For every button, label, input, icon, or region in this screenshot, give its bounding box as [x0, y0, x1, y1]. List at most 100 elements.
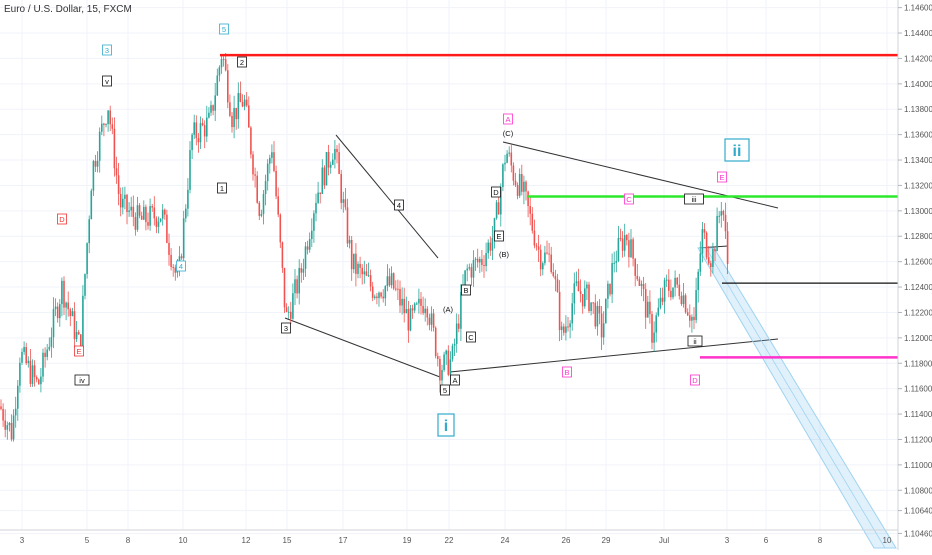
candle-body: [27, 360, 30, 364]
candle-body: [665, 279, 668, 281]
candle-body: [33, 365, 36, 378]
candle-body: [124, 194, 126, 199]
candle-body: [544, 252, 546, 264]
wave-label: 5: [222, 25, 226, 34]
candle-body: [661, 297, 664, 302]
candle-body: [275, 170, 277, 197]
candle-body: [657, 307, 660, 316]
candle-body: [701, 229, 704, 254]
candle-body: [212, 105, 214, 111]
candle-body: [130, 206, 132, 211]
candle-body: [132, 206, 135, 218]
candle-body: [386, 276, 389, 287]
wave-label: 5: [443, 386, 447, 395]
candle-body: [216, 75, 219, 96]
candle-body: [61, 280, 63, 305]
wave-label-box: [624, 193, 634, 205]
candle-body: [250, 127, 252, 155]
candle-body: [355, 253, 357, 274]
candle-body: [8, 422, 11, 426]
wave-label: iii: [692, 195, 697, 204]
candle-body: [218, 67, 221, 76]
candle-body: [69, 309, 72, 317]
candle-body: [367, 275, 370, 277]
y-tick-label: 1.11000: [904, 461, 932, 470]
candle-body: [621, 238, 624, 251]
candle-body: [615, 260, 618, 263]
wave-label: iv: [79, 376, 85, 385]
wave-label: E: [496, 232, 501, 241]
candle-body: [516, 185, 519, 196]
candle-body: [271, 152, 273, 158]
candle-body: [726, 231, 729, 264]
y-tick-label: 1.11200: [904, 435, 932, 444]
y-tick-label: 1.14000: [904, 80, 932, 89]
candle-body: [672, 287, 674, 298]
candle-body: [359, 263, 361, 268]
candle-body: [176, 271, 179, 273]
candle-body: [395, 288, 397, 290]
y-tick-label: 1.11600: [904, 385, 932, 394]
candle-body: [21, 351, 23, 363]
candle-body: [73, 311, 76, 340]
candle-body: [623, 235, 626, 251]
candle-body: [269, 157, 271, 164]
candle-body: [157, 221, 160, 227]
candle-body: [714, 249, 716, 252]
candle-body: [676, 277, 678, 285]
x-tick-label: 22: [445, 536, 454, 545]
candle-body: [306, 246, 309, 250]
wave-label: 1: [220, 184, 224, 193]
candle-body: [147, 222, 149, 226]
candle-body: [334, 148, 336, 160]
candle-body: [227, 70, 229, 103]
candle-body: [710, 263, 712, 267]
y-tick-label: 1.13200: [904, 181, 932, 190]
candle-body: [592, 302, 594, 304]
candle-body: [92, 160, 95, 191]
candle-body: [546, 252, 548, 254]
candle-body: [529, 206, 531, 214]
candle-body: [134, 217, 137, 230]
candle-body: [182, 218, 185, 259]
candle-body: [290, 311, 292, 319]
candle-body: [575, 281, 578, 284]
candle-body: [638, 279, 641, 286]
candle-body: [533, 230, 536, 246]
candle-body: [613, 262, 615, 264]
candle-body: [527, 191, 529, 207]
wave-label-box: [57, 213, 67, 225]
candle-body: [342, 199, 345, 203]
candle-body: [63, 280, 65, 308]
wave-label-box: [461, 284, 471, 296]
candle-body: [252, 154, 254, 175]
wave-label-box: [450, 374, 460, 386]
candle-body: [237, 93, 240, 120]
candle-body: [573, 283, 576, 304]
candle-body: [455, 323, 458, 344]
candle-body: [707, 257, 710, 264]
candle-body: [98, 131, 101, 161]
wave-label: (C): [503, 129, 514, 138]
candle-body: [25, 347, 27, 364]
candle-body: [411, 308, 414, 311]
candle-body: [437, 356, 439, 359]
candle-body: [243, 99, 246, 107]
candle-body: [296, 279, 298, 294]
candle-body: [245, 99, 248, 106]
candle-body: [155, 218, 158, 227]
candle-body: [199, 123, 202, 143]
candle-body: [4, 420, 6, 430]
candle-body: [636, 275, 639, 280]
candle-body: [313, 213, 315, 231]
candle-body: [476, 258, 479, 263]
candle-body: [185, 208, 187, 219]
candle-body: [151, 206, 153, 208]
candle-body: [479, 258, 481, 263]
candle-body: [403, 298, 405, 314]
candle-body: [392, 273, 395, 289]
candle-body: [248, 105, 250, 128]
wave-label-box: [466, 331, 476, 343]
